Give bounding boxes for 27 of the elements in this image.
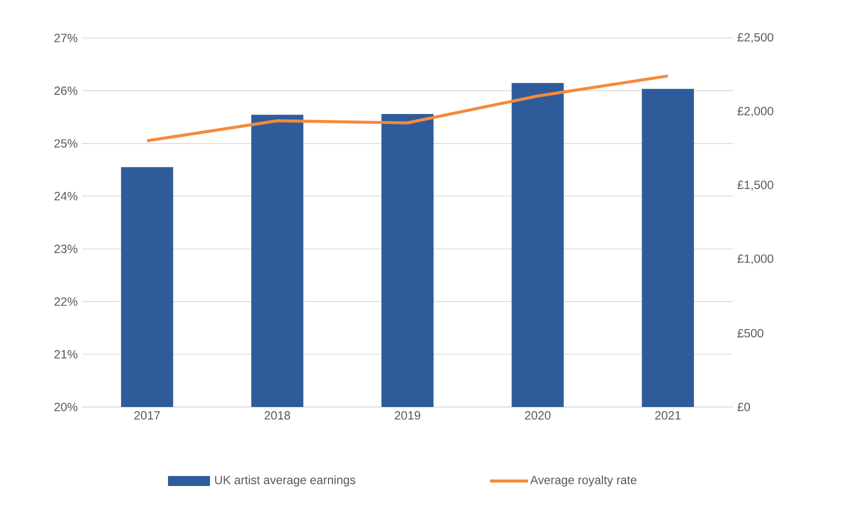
bar	[381, 114, 434, 407]
y-tick-label: 25%	[54, 139, 78, 148]
x-tick-label: 2018	[264, 411, 290, 420]
line-series	[146, 74, 670, 142]
y-tick-label: 21%	[54, 350, 78, 358]
y-tick-label: 22%	[54, 297, 78, 306]
y-tick-label: 26%	[54, 86, 78, 95]
legend-label: UK artist average earnings	[215, 475, 356, 487]
x-tick-label: 2019	[394, 411, 420, 420]
y2-tick-label: £0	[738, 402, 750, 412]
y-tick-label: 20%	[54, 402, 78, 412]
bar	[642, 88, 694, 407]
x-tick-label: 2017	[134, 411, 160, 420]
y-tick-label: 24%	[54, 192, 78, 200]
y-tick-label: 23%	[54, 244, 78, 254]
y2-tick-label: £500	[738, 328, 764, 338]
bar	[121, 167, 174, 407]
y2-tick-label: £2,000	[738, 106, 774, 117]
bar	[251, 114, 304, 407]
legend-label: Average royalty rate	[530, 475, 636, 487]
x-tick-label: 2021	[655, 411, 681, 420]
x-tick-label: 2020	[524, 411, 551, 420]
bar	[512, 83, 564, 407]
y2-tick-label: £1,000	[738, 254, 774, 264]
y-tick-label: 27%	[54, 34, 78, 42]
y2-tick-label: £2,500	[738, 33, 774, 43]
y2-tick-label: £1,500	[738, 180, 774, 191]
